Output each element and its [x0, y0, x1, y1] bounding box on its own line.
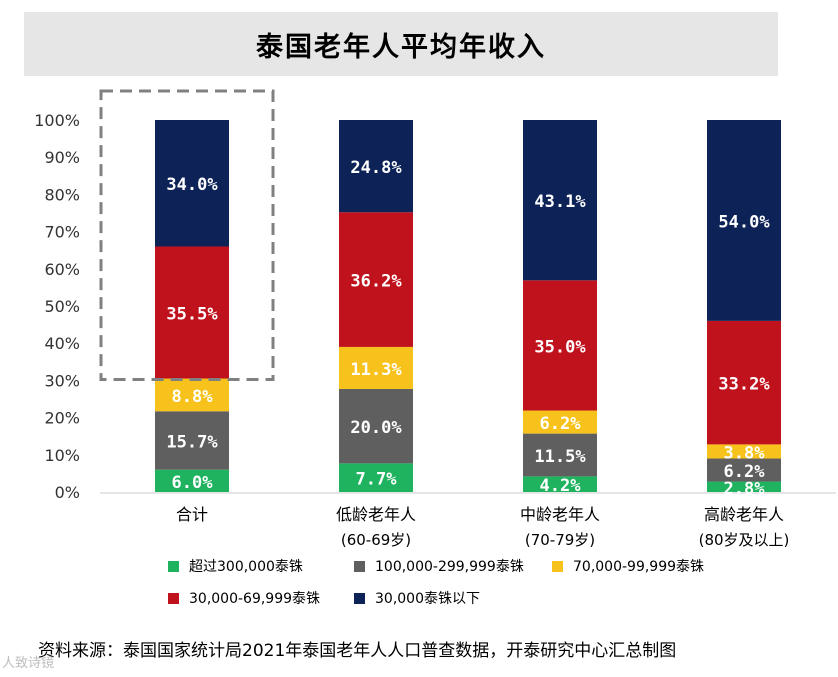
data-label: 4.2% — [540, 476, 582, 496]
bar-segment — [523, 410, 597, 434]
legend-label: 30,000-69,999泰铢 — [189, 591, 321, 607]
chart-title-bar: 泰国老年人平均年收入 — [24, 12, 778, 76]
watermark: 人致诗镜 — [2, 656, 55, 671]
bar-segment — [707, 320, 781, 445]
legend-item-70k-100k: 70,000-99,999泰铢 — [552, 556, 704, 576]
y-tick-label: 0% — [55, 483, 80, 502]
bar-segment — [339, 212, 413, 347]
data-label: 35.5% — [166, 305, 218, 325]
bar-segment — [707, 444, 781, 459]
bar-segment — [523, 476, 597, 492]
bar-segment — [523, 433, 597, 477]
data-label: 36.2% — [350, 272, 402, 292]
data-label: 11.5% — [534, 447, 586, 467]
y-tick-label: 10% — [44, 446, 80, 465]
bar-segment — [155, 411, 229, 470]
bar-segment — [707, 481, 781, 492]
data-label: 33.2% — [718, 375, 770, 395]
legend-item-over-300k: 超过300,000泰铢 — [168, 556, 303, 576]
data-label: 7.7% — [356, 470, 398, 490]
data-label: 35.0% — [534, 337, 586, 357]
data-label: 11.3% — [350, 360, 402, 380]
bar-segment — [155, 469, 229, 492]
data-label: 6.2% — [540, 414, 582, 434]
y-tick-label: 80% — [44, 185, 80, 204]
data-label: 3.8% — [724, 443, 766, 463]
bar-segment — [707, 458, 781, 482]
legend-item-100k-300k: 100,000-299,999泰铢 — [354, 556, 524, 576]
data-label: 24.8% — [350, 158, 402, 178]
source-note: 资料来源：泰国国家统计局2021年泰国老年人人口普查数据，开泰研究中心汇总制图 — [38, 641, 677, 661]
y-tick-label: 50% — [44, 297, 80, 316]
x-category-label: 中龄老年人 — [520, 505, 600, 524]
legend-label: 100,000-299,999泰铢 — [375, 559, 524, 575]
bar-segment — [707, 120, 781, 321]
y-tick-label: 60% — [44, 260, 80, 279]
legend-swatch — [168, 592, 179, 604]
bar-segment — [339, 463, 413, 492]
y-tick-label: 30% — [44, 371, 80, 390]
bar-segment — [523, 280, 597, 411]
x-category-label: 高龄老年人 — [704, 505, 784, 524]
bar-segment — [155, 246, 229, 379]
data-label: 43.1% — [534, 192, 586, 212]
legend-swatch — [552, 560, 563, 572]
chart-title: 泰国老年人平均年收入 — [256, 31, 546, 63]
bar-segment — [339, 346, 413, 389]
data-label: 20.0% — [350, 418, 402, 438]
bar-segment — [339, 120, 413, 213]
y-tick-label: 100% — [34, 111, 80, 130]
bar-segment — [523, 120, 597, 281]
data-label: 54.0% — [718, 212, 770, 232]
data-label: 8.8% — [172, 387, 214, 407]
legend-swatch — [354, 560, 365, 572]
legend-label: 70,000-99,999泰铢 — [573, 559, 705, 575]
bar-segment — [155, 378, 229, 412]
data-label: 6.0% — [172, 473, 214, 493]
x-category-sublabel: (70-79岁) — [525, 531, 595, 549]
y-tick-label: 40% — [44, 334, 80, 353]
data-label: 15.7% — [166, 432, 218, 452]
legend-swatch — [354, 592, 365, 604]
highlight-dashed-box — [99, 89, 275, 382]
data-label: 2.8% — [724, 479, 766, 499]
data-label: 34.0% — [166, 175, 218, 195]
legend-label: 超过300,000泰铢 — [189, 559, 303, 575]
x-category-sublabel: (60-69岁) — [341, 531, 411, 549]
x-category-sublabel: (80岁及以上) — [699, 531, 790, 549]
bar-segment — [339, 388, 413, 464]
y-tick-label: 70% — [44, 223, 80, 242]
x-category-label: 合计 — [176, 505, 208, 524]
y-tick-label: 20% — [44, 409, 80, 428]
bar-segment — [155, 120, 229, 247]
legend-label: 30,000泰铢以下 — [375, 591, 480, 607]
legend-item-under-30k: 30,000泰铢以下 — [354, 588, 480, 608]
x-category-label: 低龄老年人 — [336, 505, 416, 524]
legend-item-30k-70k: 30,000-69,999泰铢 — [168, 588, 320, 608]
y-tick-label: 90% — [44, 148, 80, 167]
legend-swatch — [168, 560, 179, 572]
data-label: 6.2% — [724, 462, 766, 482]
